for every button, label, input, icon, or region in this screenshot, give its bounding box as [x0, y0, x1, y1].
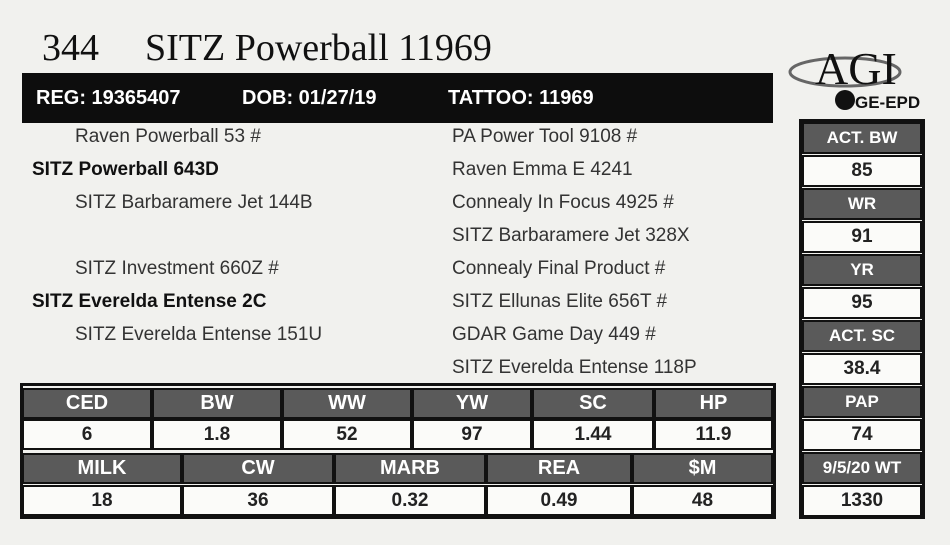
side-value: 1330 — [802, 485, 922, 517]
tattoo: TATTOO: 11969 — [448, 87, 594, 109]
ancestor-name: SITZ Ellunas Elite 656T # — [452, 291, 668, 312]
epd-label: REA — [486, 453, 632, 484]
id-bar: REG: 19365407 DOB: 01/27/19 TATTOO: 1196… — [22, 73, 773, 123]
ancestor-name: Raven Emma E 4241 — [452, 159, 633, 180]
epd-label: MARB — [334, 453, 486, 484]
logo: AGI GE-EPD — [788, 43, 920, 112]
ancestor-name: GDAR Game Day 449 # — [452, 324, 656, 345]
parent-name: SITZ Powerball 643D — [32, 159, 219, 180]
ancestor-name: SITZ Everelda Entense 118P — [452, 357, 697, 378]
epd-label: YW — [412, 388, 532, 419]
epd-value: 52 — [282, 419, 412, 450]
grandparent-name: Raven Powerball 53 # — [75, 126, 261, 147]
epd-label: CED — [22, 388, 152, 419]
logo-brand: AGI — [815, 43, 897, 94]
side-label: WR — [802, 188, 922, 220]
reg: REG: 19365407 — [36, 87, 181, 109]
ancestor-name: Connealy Final Product # — [452, 258, 666, 279]
parent-name: SITZ Everelda Entense 2C — [32, 291, 267, 312]
epd-value: 0.32 — [334, 485, 486, 516]
epd-value: 36 — [182, 485, 334, 516]
epd-label: BW — [152, 388, 282, 419]
epd-frame — [20, 383, 776, 519]
epd-label: MILK — [22, 453, 182, 484]
lot-number: 344 — [42, 27, 99, 69]
epd-label: $M — [632, 453, 773, 484]
side-label: YR — [802, 254, 922, 286]
logo-sub: GE-EPD — [855, 93, 920, 112]
side-value: 95 — [802, 287, 922, 319]
epd-value: 1.44 — [532, 419, 654, 450]
ancestor-name: Connealy In Focus 4925 # — [452, 192, 674, 213]
ancestor-name: PA Power Tool 9108 # — [452, 126, 638, 147]
grandparent-name: SITZ Barbaramere Jet 144B — [75, 192, 313, 213]
epd-value: 6 — [22, 419, 152, 450]
side-value: 85 — [802, 155, 922, 187]
grandparent-name: SITZ Investment 660Z # — [75, 258, 279, 279]
epd-value: 18 — [22, 485, 182, 516]
side-label: ACT. SC — [802, 320, 922, 352]
epd-label: CW — [182, 453, 334, 484]
dob: DOB: 01/27/19 — [242, 87, 377, 109]
side-value: 91 — [802, 221, 922, 253]
epd-value: 11.9 — [654, 419, 773, 450]
epd-label: HP — [654, 388, 773, 419]
side-label: ACT. BW — [802, 122, 922, 154]
epd-value: 48 — [632, 485, 773, 516]
epd-label: SC — [532, 388, 654, 419]
side-label: PAP — [802, 386, 922, 418]
epd-value: 1.8 — [152, 419, 282, 450]
side-value: 74 — [802, 419, 922, 451]
ancestor-name: SITZ Barbaramere Jet 328X — [452, 225, 690, 246]
grandparent-name: SITZ Everelda Entense 151U — [75, 324, 323, 345]
side-value: 38.4 — [802, 353, 922, 385]
animal-name: SITZ Powerball 11969 — [145, 27, 492, 69]
epd-label: WW — [282, 388, 412, 419]
side-frame — [799, 119, 925, 519]
epd-value: 0.49 — [486, 485, 632, 516]
epd-value: 97 — [412, 419, 532, 450]
side-label: 9/5/20 WT — [802, 452, 922, 484]
